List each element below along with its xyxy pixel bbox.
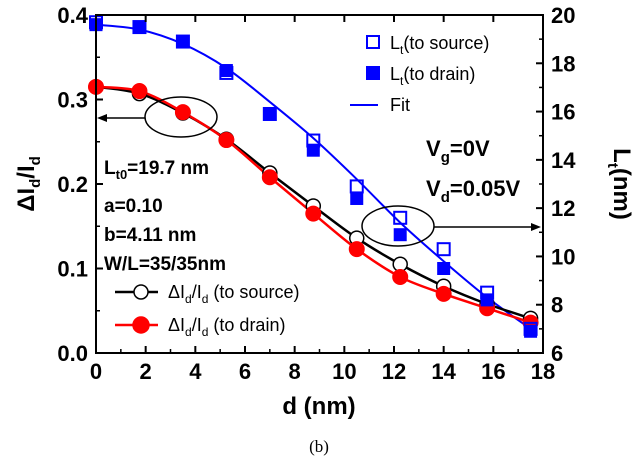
delta-drain-point bbox=[348, 241, 365, 258]
param-b: b=4.11 nm bbox=[104, 225, 196, 246]
x-tick-label: 16 bbox=[481, 359, 505, 384]
lt-drain-point bbox=[437, 262, 451, 275]
condition-vg: Vg=0V bbox=[426, 136, 490, 166]
delta-drain-point bbox=[305, 205, 322, 222]
x-tick-label: 14 bbox=[431, 359, 456, 384]
lt-drain-point bbox=[393, 228, 407, 242]
y-right-tick-label: 10 bbox=[551, 244, 575, 269]
left-axis-indicator-ellipse bbox=[144, 96, 218, 138]
lt-source-point bbox=[480, 285, 495, 300]
y-right-tick-label: 6 bbox=[551, 341, 563, 366]
lt-drain-point bbox=[132, 20, 146, 34]
y-right-tick-label: 16 bbox=[551, 100, 575, 125]
lt-drain-point bbox=[176, 35, 190, 49]
y-left-tick-label: 0.1 bbox=[57, 257, 88, 282]
x-tick-label: 8 bbox=[289, 359, 301, 384]
legend-open-circle-marker bbox=[133, 284, 149, 300]
left-axis-arrowhead bbox=[97, 114, 107, 122]
y-left-tick-label: 0.2 bbox=[57, 172, 88, 197]
y-right-tick-label: 20 bbox=[551, 3, 575, 28]
axis-indicators bbox=[97, 96, 541, 247]
delta-drain-point bbox=[261, 169, 278, 186]
y-right-tick-label: 18 bbox=[551, 51, 575, 76]
right-axis-arrowhead bbox=[531, 223, 541, 231]
delta-drain-point bbox=[435, 285, 452, 302]
delta-drain-point bbox=[218, 132, 235, 149]
legend-delta-drain-label: ΔId/Id (to drain) bbox=[168, 315, 285, 339]
y-left-axis-label: ΔId/Id bbox=[13, 156, 44, 212]
delta-drain-point bbox=[392, 268, 409, 285]
x-tick-label: 10 bbox=[332, 359, 356, 384]
lt-source-point bbox=[219, 65, 234, 80]
legend-filled-circle-marker bbox=[132, 316, 150, 334]
y-left-tick-label: 0.3 bbox=[57, 88, 88, 113]
y-right-tick-label: 8 bbox=[551, 293, 563, 318]
x-tick-label: 2 bbox=[140, 359, 152, 384]
condition-vd: Vd=0.05V bbox=[426, 176, 521, 206]
legend-lt-source-label: Lt(to source) bbox=[390, 33, 489, 57]
lt-source-point bbox=[349, 179, 364, 194]
legend-filled-square-marker bbox=[366, 66, 380, 80]
legend-lt-drain-label: Lt(to drain) bbox=[390, 64, 475, 88]
lt-source-point bbox=[132, 20, 147, 35]
legend-open-square-marker bbox=[366, 35, 380, 49]
param-lt0: Lt0=19.7 nm bbox=[104, 158, 209, 182]
y-left-tick-label: 0.0 bbox=[57, 341, 88, 366]
lt-source-point bbox=[393, 210, 408, 225]
fit-parameters: Lt0=19.7 nm a=0.10 b=4.11 nm W/L=35/35nm bbox=[104, 158, 226, 275]
legend-delta-source-label: ΔId/Id (to source) bbox=[168, 282, 299, 306]
x-tick-label: 4 bbox=[189, 359, 202, 384]
y-left-tick-label: 0.4 bbox=[57, 3, 88, 28]
figure-caption: (b) bbox=[309, 437, 329, 456]
lt-source-point bbox=[523, 321, 538, 336]
delta-drain-point bbox=[174, 104, 191, 121]
param-wl: W/L=35/35nm bbox=[104, 254, 226, 275]
x-axis-label: d (nm) bbox=[282, 393, 355, 420]
lt-source-point bbox=[262, 106, 277, 121]
x-tick-label: 12 bbox=[382, 359, 406, 384]
delta-drain-point bbox=[131, 83, 148, 100]
param-a: a=0.10 bbox=[104, 196, 163, 217]
legend-top: Lt(to source) Lt(to drain) Fit bbox=[350, 33, 489, 115]
lt-source-point bbox=[436, 242, 451, 257]
x-tick-label: 0 bbox=[90, 359, 102, 384]
fit-line bbox=[95, 23, 532, 330]
lt-drain-point bbox=[350, 191, 364, 205]
legend-bottom: ΔId/Id (to source) ΔId/Id (to drain) bbox=[115, 282, 299, 339]
legend-fit-label: Fit bbox=[390, 95, 410, 115]
lt-drain-point bbox=[480, 293, 494, 307]
lt-drain-point bbox=[263, 107, 277, 121]
bias-conditions: Vg=0V Vd=0.05V bbox=[426, 136, 521, 206]
right-axis-indicator-ellipse bbox=[361, 205, 435, 247]
lt-source-point bbox=[306, 133, 321, 148]
y-right-axis-label: Lt(nm) bbox=[604, 148, 635, 220]
y-right-tick-label: 14 bbox=[551, 148, 576, 173]
y-right-tick-label: 12 bbox=[551, 196, 575, 221]
x-tick-label: 6 bbox=[239, 359, 251, 384]
lt-source-point bbox=[175, 34, 190, 49]
x-tick-label: 18 bbox=[531, 359, 555, 384]
